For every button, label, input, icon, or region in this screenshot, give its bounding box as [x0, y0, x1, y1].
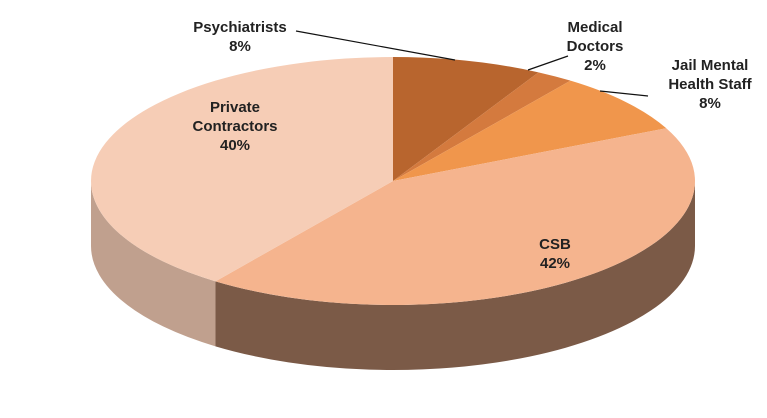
- slice-name: Medical Doctors: [566, 19, 624, 55]
- slice-value: 42%: [539, 255, 571, 272]
- leader-line: [599, 90, 649, 97]
- slice-name: CSB: [539, 236, 571, 253]
- pie-slice: [393, 80, 667, 181]
- pie-side: [215, 181, 695, 370]
- slice-value: 8%: [229, 38, 251, 55]
- slice-label: CSB 42%: [490, 235, 620, 273]
- slice-label: Psychiatrists 8%: [175, 18, 305, 56]
- slice-name: Private Contractors: [192, 99, 278, 135]
- slice-value: 40%: [219, 137, 251, 154]
- slice-label: Jail Mental Health Staff 8%: [650, 56, 767, 113]
- pie-side: [90, 181, 216, 347]
- slice-name: Psychiatrists: [193, 19, 287, 36]
- leader-line: [295, 30, 456, 61]
- leader-line: [527, 55, 569, 71]
- slice-name: Jail Mental Health Staff: [668, 57, 752, 93]
- slice-label: Private Contractors 40%: [170, 98, 300, 155]
- slice-value: 8%: [699, 95, 721, 112]
- slice-value: 2%: [584, 57, 606, 74]
- pie-slice: [393, 57, 539, 181]
- slice-label: Medical Doctors 2%: [545, 18, 645, 75]
- pie-slice: [215, 128, 695, 305]
- pie-slice: [91, 57, 394, 282]
- pie-slice: [393, 72, 571, 181]
